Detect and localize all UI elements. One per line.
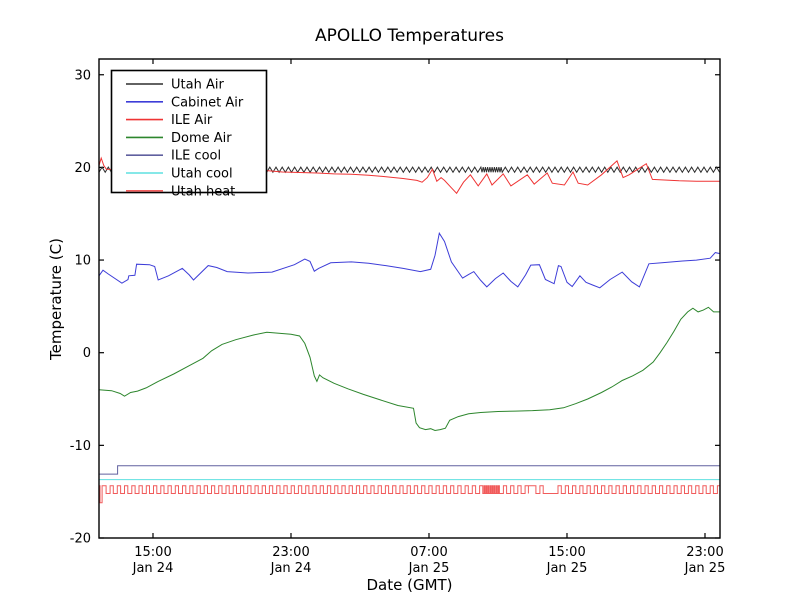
legend-label-cabinet-air: Cabinet Air	[171, 95, 244, 110]
series-line-ile-cool	[99, 465, 720, 475]
legend-box	[110, 69, 268, 194]
y-tick-label: 30	[74, 68, 91, 83]
chart-title: APOLLO Temperatures	[315, 26, 504, 46]
x-tick-label-date: Jan 25	[684, 561, 726, 576]
plot-frame	[98, 58, 721, 539]
x-tick-label-date: Jan 25	[408, 561, 450, 576]
legend-label-dome-air: Dome Air	[171, 131, 232, 146]
x-tick-label-time: 23:00	[272, 545, 309, 560]
x-tick-label-time: 15:00	[134, 545, 171, 560]
series-line-utah-heat	[99, 485, 721, 504]
x-tick-label-date: Jan 24	[270, 561, 312, 576]
y-tick-label: -10	[70, 439, 91, 454]
series-line-cabinet-air	[98, 231, 721, 289]
legend-label-ile-cool: ILE cool	[171, 149, 221, 164]
x-tick-label-date: Jan 25	[546, 561, 588, 576]
legend-label-ile-air: ILE Air	[171, 113, 213, 128]
x-tick-label-time: 07:00	[410, 545, 447, 560]
x-axis-label: Date (GMT)	[366, 576, 453, 594]
legend-label-utah-heat: Utah heat	[171, 184, 235, 199]
legend-label-utah-air: Utah Air	[171, 78, 224, 93]
y-tick-label: 20	[74, 161, 91, 176]
y-tick-label: -20	[70, 532, 91, 547]
y-tick-label: 0	[83, 346, 91, 361]
y-axis-label: Temperature (C)	[47, 238, 65, 360]
series-line-dome-air	[98, 306, 720, 432]
x-tick-label-time: 15:00	[548, 545, 585, 560]
x-tick-label-time: 23:00	[686, 545, 723, 560]
legend-label-utah-cool: Utah cool	[171, 167, 233, 182]
y-tick-label: 10	[74, 254, 91, 269]
x-tick-label-date: Jan 24	[132, 561, 174, 576]
